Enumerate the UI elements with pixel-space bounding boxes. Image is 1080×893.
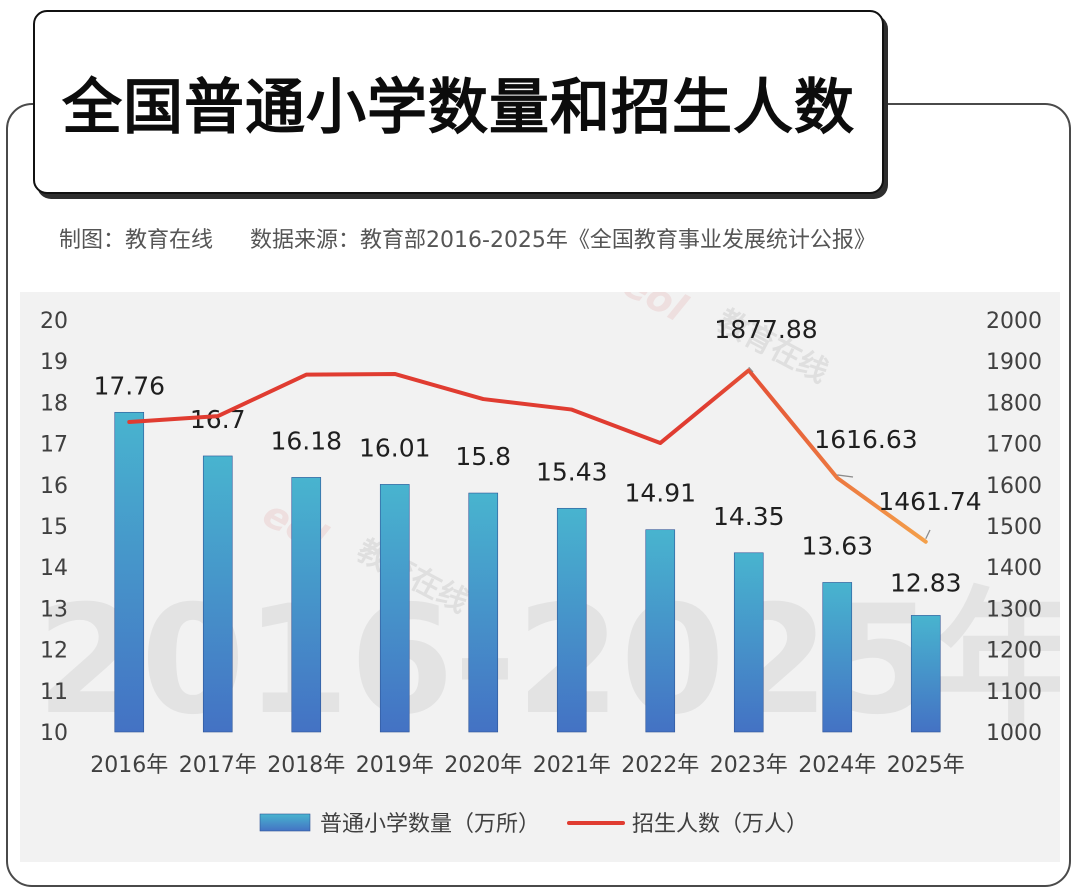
leader-line	[748, 366, 754, 373]
x-axis-tick: 2016年	[90, 753, 168, 778]
watermark-logo: eol	[616, 292, 695, 331]
line-point	[304, 372, 309, 377]
caption-source: 数据来源：教育部2016-2025年《全国教育事业发展统计公报》	[250, 228, 876, 253]
left-axis-tick: 15	[40, 515, 68, 540]
bar	[291, 477, 322, 733]
bar	[114, 411, 145, 733]
x-axis-tick: 2018年	[267, 753, 345, 778]
right-axis-tick: 2000	[986, 309, 1042, 334]
line-point	[569, 407, 574, 412]
legend-line-label: 招生人数（万人）	[632, 812, 808, 837]
line-point	[127, 419, 132, 424]
bar	[202, 455, 233, 733]
bar-data-label: 16.7	[190, 405, 246, 434]
bar-data-label: 14.35	[713, 502, 785, 531]
right-axis-tick: 1800	[986, 391, 1042, 416]
leader-line	[925, 529, 931, 540]
left-axis-tick: 10	[40, 721, 68, 746]
right-axis-tick: 1100	[986, 680, 1042, 705]
bar-data-label: 12.83	[890, 568, 962, 597]
x-axis-tick: 2022年	[621, 753, 699, 778]
left-axis-tick: 19	[40, 350, 68, 375]
right-axis-tick: 1600	[986, 474, 1042, 499]
right-axis-tick: 1000	[986, 721, 1042, 746]
x-axis-tick: 2025年	[887, 753, 965, 778]
x-axis-tick: 2023年	[710, 753, 788, 778]
x-axis-tick: 2019年	[356, 753, 434, 778]
line-point	[481, 397, 486, 402]
bar-data-label: 13.63	[801, 531, 873, 560]
bar	[910, 615, 941, 733]
x-axis-tick: 2020年	[444, 753, 522, 778]
bar-data-label: 17.76	[93, 371, 165, 400]
right-axis-tick: 1700	[986, 433, 1042, 458]
bar-data-label: 15.43	[536, 457, 608, 486]
left-axis-tick: 18	[40, 391, 68, 416]
line-series-enrollment	[127, 368, 928, 544]
bar-data-label: 14.91	[624, 479, 696, 508]
bar-data-label: 16.01	[359, 433, 431, 462]
combo-chart: 2016-2025年eol教育在线eol教育在线1011121314151617…	[36, 292, 1060, 837]
line-point	[835, 475, 840, 480]
right-axis-tick: 1400	[986, 556, 1042, 581]
x-axis-tick: 2024年	[798, 753, 876, 778]
bar-data-label: 15.8	[455, 442, 511, 471]
bar	[556, 507, 587, 733]
left-axis-tick: 12	[40, 639, 68, 664]
left-axis-tick: 17	[40, 433, 68, 458]
chart-caption: 制图：教育在线 数据来源：教育部2016-2025年《全国教育事业发展统计公报》	[59, 222, 876, 254]
left-axis-tick: 13	[40, 597, 68, 622]
x-axis-tick: 2017年	[179, 753, 257, 778]
line-point	[923, 539, 928, 544]
line-data-label: 1461.74	[878, 487, 981, 516]
left-axis-tick: 16	[40, 474, 68, 499]
title-box: 全国普通小学数量和招生人数	[33, 10, 884, 194]
left-axis-tick: 20	[40, 309, 68, 334]
right-axis-tick: 1500	[986, 515, 1042, 540]
line-point	[392, 371, 397, 376]
bar	[379, 484, 410, 733]
legend-bar-label: 普通小学数量（万所）	[320, 812, 540, 837]
page-title: 全国普通小学数量和招生人数	[62, 72, 855, 143]
bar	[822, 582, 853, 733]
line-data-label: 1877.88	[714, 315, 817, 344]
legend-bar-swatch	[259, 813, 311, 832]
line-point	[658, 441, 663, 446]
leader-line	[837, 474, 854, 478]
caption-maker: 制图：教育在线	[59, 228, 214, 253]
bar	[645, 529, 676, 733]
right-axis-tick: 1200	[986, 639, 1042, 664]
bar	[733, 552, 764, 733]
right-axis-tick: 1900	[986, 350, 1042, 375]
bar-data-label: 16.18	[270, 426, 342, 455]
left-axis-tick: 11	[40, 680, 68, 705]
watermark-big-text: 2016-2025年	[36, 574, 1060, 748]
line-point	[215, 414, 220, 419]
left-axis-tick: 14	[40, 556, 68, 581]
line-data-label: 1616.63	[814, 425, 917, 454]
x-axis-tick: 2021年	[533, 753, 611, 778]
bar	[468, 492, 499, 733]
chart-panel: 2016-2025年eol教育在线eol教育在线1011121314151617…	[20, 292, 1060, 862]
right-axis-tick: 1300	[986, 597, 1042, 622]
